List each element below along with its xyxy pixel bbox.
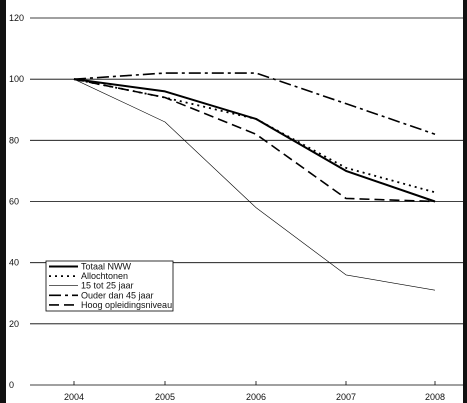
x-tick-label-2004: 2004	[64, 392, 84, 402]
series-line-15-tot-25-jaar	[73, 78, 436, 291]
legend-label-allochtonen: Allochtonen	[81, 271, 128, 281]
legend-label-ouder-dan-45-jaar: Ouder dan 45 jaar	[81, 290, 154, 300]
x-tick-label-2008: 2008	[425, 392, 445, 402]
y-tick-label-0: 0	[9, 380, 14, 390]
legend-label-hoog-opleidingsniveau: Hoog opleidingsniveau	[81, 300, 172, 310]
legend-label-totaal-nww: Totaal NWW	[81, 262, 132, 272]
legend-label-15-tot-25-jaar: 15 tot 25 jaar	[81, 281, 134, 291]
y-tick-label-120: 120	[9, 13, 24, 23]
y-tick-label-40: 40	[9, 258, 19, 268]
y-tick-labels: 0 20 40 60 80 100 120	[9, 13, 24, 390]
y-tick-label-20: 20	[9, 319, 19, 329]
x-tick-label-2005: 2005	[155, 392, 175, 402]
x-tick-label-2006: 2006	[246, 392, 266, 402]
series-line-hoog-opleidingsniveau	[73, 78, 436, 203]
series-line-ouder-dan-45-jaar	[73, 72, 436, 135]
y-tick-label-60: 60	[9, 197, 19, 207]
series-lines	[73, 72, 436, 291]
y-tick-label-80: 80	[9, 135, 19, 145]
x-tick-label-2007: 2007	[336, 392, 356, 402]
x-tick-labels: 2004 2005 2006 2007 2008	[64, 381, 445, 402]
y-tick-label-100: 100	[9, 74, 24, 84]
